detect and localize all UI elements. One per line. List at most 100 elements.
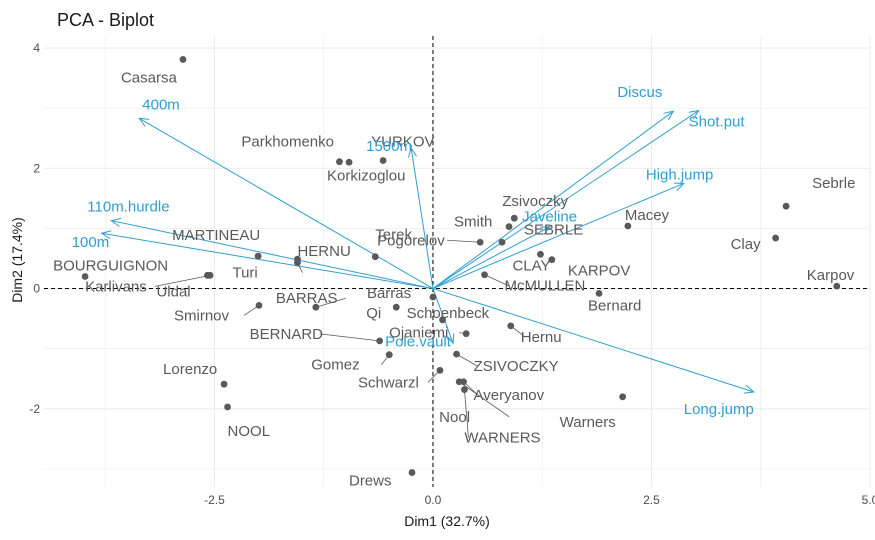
point-label: Karlivans xyxy=(85,278,147,295)
y-tick-label: 2 xyxy=(33,161,40,175)
label-connector xyxy=(484,274,509,287)
variable-arrow xyxy=(432,110,674,289)
data-point xyxy=(476,238,484,246)
axis-ticks: -2.5 0.0 2.5 5.0 -2 0 2 4 xyxy=(29,41,875,507)
point-label: YURKOV xyxy=(371,133,434,150)
point-label: Uldal xyxy=(156,283,190,300)
point-label: Hernu xyxy=(521,329,562,346)
point-label: HERNU xyxy=(297,243,350,260)
variable-arrow xyxy=(432,288,454,344)
variable-arrow-head xyxy=(110,218,122,227)
data-point xyxy=(537,250,544,258)
point-label: Gomez xyxy=(311,357,359,374)
variable-arrow xyxy=(410,147,434,289)
point-label: Casarsa xyxy=(121,69,178,86)
variable-arrow-head xyxy=(138,117,150,127)
point-label: Karpov xyxy=(807,267,855,284)
label-connector xyxy=(297,262,303,273)
point-label: Nool xyxy=(439,409,470,426)
label-connector xyxy=(243,305,260,316)
label-connector xyxy=(380,354,390,365)
label-connector xyxy=(464,389,469,438)
point-label: BARRAS xyxy=(276,290,338,307)
label-connector xyxy=(427,370,441,383)
x-tick-label: 5.0 xyxy=(862,493,875,507)
variable-arrow xyxy=(101,232,434,290)
point-label: ZSIVOCZKY xyxy=(474,358,559,375)
data-point xyxy=(429,293,437,301)
label-connector xyxy=(459,332,467,335)
point-label: Schwarzl xyxy=(358,374,419,391)
variable-arrow-head xyxy=(100,230,112,240)
point-label: Averyanov xyxy=(474,387,545,404)
point-label: BERNARD xyxy=(250,326,324,343)
variable-arrow-head xyxy=(743,384,755,394)
variable-arrow xyxy=(111,220,434,290)
point-label: Smith xyxy=(454,214,492,231)
data-point xyxy=(371,253,379,261)
point-label: Bernard xyxy=(588,297,641,314)
x-tick-label: -2.5 xyxy=(204,493,225,507)
x-axis-title: Dim1 (32.7%) xyxy=(404,513,490,529)
point-label: Clay xyxy=(731,236,762,253)
data-point xyxy=(833,282,841,290)
data-point xyxy=(548,256,556,264)
variable-label: High.jump xyxy=(646,166,714,183)
data-point xyxy=(345,158,353,166)
data-point xyxy=(379,157,387,164)
point-label: Barras xyxy=(367,285,411,302)
y-tick-label: 0 xyxy=(33,282,40,296)
data-point xyxy=(179,56,187,63)
label-connector xyxy=(458,381,510,418)
variable-label: 400m xyxy=(142,96,180,113)
variable-arrow xyxy=(432,226,551,290)
point-label: CLAY xyxy=(512,257,550,274)
variable-arrow xyxy=(432,182,685,290)
x-tick-label: 2.5 xyxy=(643,493,660,507)
point-label: Schoenbeck xyxy=(407,305,490,322)
y-axis-title: Dim2 (17.4%) xyxy=(9,217,25,303)
data-point xyxy=(220,380,228,388)
point-label: Macey xyxy=(625,207,670,224)
data-point xyxy=(498,238,506,246)
data-point xyxy=(619,393,627,401)
point-label: Zsivoczky xyxy=(502,193,568,210)
point-label: Lorenzo xyxy=(163,361,217,378)
variable-label: Discus xyxy=(617,84,662,101)
data-point xyxy=(782,202,790,210)
label-connector xyxy=(319,333,380,342)
point-label: Sebrle xyxy=(812,175,855,192)
label-connector xyxy=(447,239,481,243)
data-point xyxy=(392,303,400,311)
point-label: Turi xyxy=(232,265,257,282)
label-connector xyxy=(456,353,478,367)
variable-labels: 100m Long.jump Shot.put High.jump 400m 110m.h… xyxy=(72,84,754,418)
data-point xyxy=(772,234,779,242)
variable-arrow-head xyxy=(673,182,685,191)
point-label: MARTINEAU xyxy=(172,227,260,244)
point-label: Parkhomenko xyxy=(241,134,334,151)
label-connector xyxy=(510,325,526,338)
point-label: Korkizoglou xyxy=(327,167,405,184)
point-label: Terek xyxy=(375,227,412,244)
variable-label: 110m.hurdle xyxy=(87,199,169,216)
variable-arrow xyxy=(139,117,434,289)
variable-arrow xyxy=(432,288,754,393)
point-label: McMULLEN xyxy=(505,278,586,295)
reference-lines xyxy=(44,36,870,487)
data-point xyxy=(336,158,343,166)
point-label: SEBRLE xyxy=(524,221,583,238)
variable-arrow-head xyxy=(445,333,455,345)
y-tick-label: 4 xyxy=(33,41,40,55)
y-tick-label: -2 xyxy=(29,402,40,416)
point-label: Qi xyxy=(366,305,381,322)
point-label: Warners xyxy=(560,414,616,431)
point-label: NOOL xyxy=(228,423,271,440)
data-point xyxy=(408,469,416,476)
data-point xyxy=(254,252,262,260)
point-label: Smirnov xyxy=(174,307,230,324)
data-point xyxy=(595,289,603,297)
data-point xyxy=(81,273,89,280)
point-label: WARNERS xyxy=(464,430,540,447)
data-point xyxy=(510,214,518,222)
